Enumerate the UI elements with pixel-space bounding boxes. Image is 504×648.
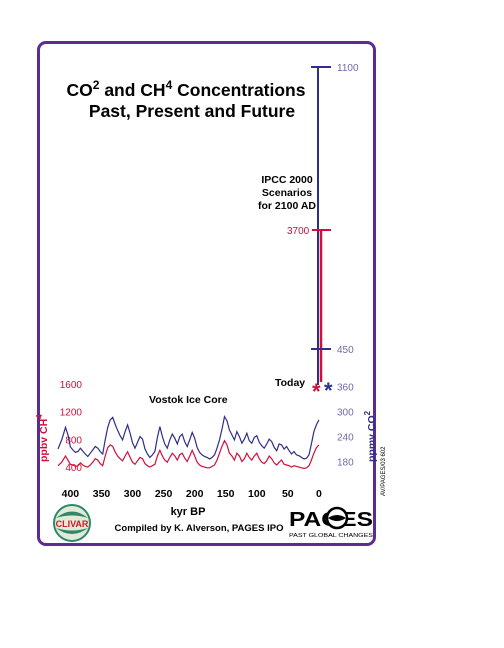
x-tick-150: 150 bbox=[217, 488, 235, 500]
y-left-tick-400: 400 bbox=[65, 463, 82, 474]
series-ch4-line bbox=[57, 439, 320, 470]
today-co2-star: * bbox=[324, 378, 333, 403]
ipcc-label-line2: Scenarios bbox=[262, 187, 312, 199]
clivar-logo-text: CLIVAR bbox=[56, 519, 89, 529]
x-tick-350: 350 bbox=[93, 488, 111, 500]
vostok-label: Vostok Ice Core bbox=[149, 394, 228, 406]
x-axis-label: kyr BP bbox=[171, 506, 206, 518]
y-left-label: ppbv CH4 bbox=[35, 414, 50, 462]
today-label: Today bbox=[275, 377, 305, 389]
chart-title-line1: CO2 and CH4 Concentrations bbox=[67, 78, 306, 100]
y-left-tick-1600: 1600 bbox=[60, 380, 83, 391]
x-tick-100: 100 bbox=[248, 488, 266, 500]
series-co2-line bbox=[57, 414, 320, 460]
y-right-tick-300: 300 bbox=[337, 408, 354, 419]
ipcc-label-line3: for 2100 AD bbox=[258, 200, 316, 212]
x-tick-250: 250 bbox=[155, 488, 173, 500]
ch4-future-tick-label-3700: 3700 bbox=[287, 226, 310, 237]
x-tick-300: 300 bbox=[124, 488, 142, 500]
y-right-label: ppmv CO2 bbox=[363, 410, 378, 462]
x-tick-200: 200 bbox=[186, 488, 204, 500]
pages-logo-subtitle: PAST GLOBAL CHANGES bbox=[289, 533, 374, 539]
today-ch4-star: * bbox=[312, 379, 321, 404]
y-left-tick-800: 800 bbox=[65, 435, 82, 446]
pages-logo: PAGES PAST GLOBAL CHANGES bbox=[289, 506, 374, 539]
y-right-tick-240: 240 bbox=[337, 433, 354, 444]
y-right-tick-360: 360 bbox=[337, 383, 354, 394]
x-tick-0: 0 bbox=[316, 488, 322, 500]
credit-text: Compiled by K. Alverson, PAGES IPO bbox=[115, 523, 284, 534]
x-tick-50: 50 bbox=[282, 488, 294, 500]
co2-future-tick-label-450: 450 bbox=[337, 345, 354, 356]
y-left-tick-1200: 1200 bbox=[60, 408, 83, 419]
x-tick-400: 400 bbox=[62, 488, 80, 500]
side-code: AV/PAGES/03 602 bbox=[381, 446, 387, 496]
chart-title-line2: Past, Present and Future bbox=[89, 101, 295, 121]
y-right-tick-180: 180 bbox=[337, 458, 354, 469]
clivar-logo: CLIVAR bbox=[53, 504, 91, 542]
ipcc-label-line1: IPCC 2000 bbox=[261, 174, 313, 186]
co2-future-tick-label-1100: 1100 bbox=[337, 63, 359, 74]
